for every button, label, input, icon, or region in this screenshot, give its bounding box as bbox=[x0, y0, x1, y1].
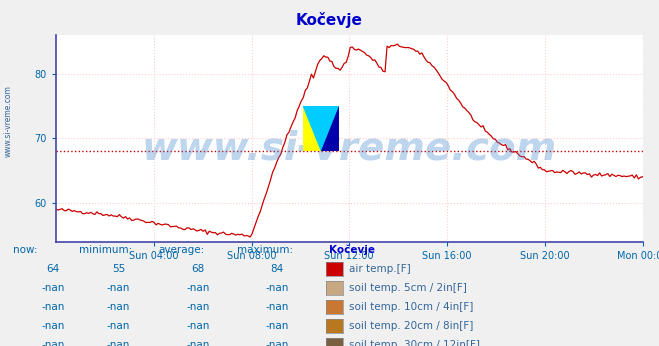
Text: soil temp. 30cm / 12in[F]: soil temp. 30cm / 12in[F] bbox=[349, 340, 480, 346]
Text: -nan: -nan bbox=[186, 340, 210, 346]
Text: -nan: -nan bbox=[107, 340, 130, 346]
Text: -nan: -nan bbox=[41, 302, 65, 312]
Text: -nan: -nan bbox=[265, 340, 289, 346]
Text: -nan: -nan bbox=[186, 302, 210, 312]
Text: -nan: -nan bbox=[186, 321, 210, 331]
Text: -nan: -nan bbox=[265, 302, 289, 312]
Text: 64: 64 bbox=[46, 264, 59, 274]
Text: -nan: -nan bbox=[107, 302, 130, 312]
Text: -nan: -nan bbox=[107, 321, 130, 331]
Text: soil temp. 20cm / 8in[F]: soil temp. 20cm / 8in[F] bbox=[349, 321, 474, 331]
Text: now:: now: bbox=[13, 245, 38, 255]
Text: Kočevje: Kočevje bbox=[296, 12, 363, 28]
Text: minimum:: minimum: bbox=[79, 245, 132, 255]
Text: -nan: -nan bbox=[265, 283, 289, 293]
Text: soil temp. 10cm / 4in[F]: soil temp. 10cm / 4in[F] bbox=[349, 302, 474, 312]
Polygon shape bbox=[303, 106, 322, 151]
Text: -nan: -nan bbox=[265, 321, 289, 331]
Text: -nan: -nan bbox=[107, 283, 130, 293]
Text: www.si-vreme.com: www.si-vreme.com bbox=[142, 130, 557, 168]
Text: air temp.[F]: air temp.[F] bbox=[349, 264, 411, 274]
Text: -nan: -nan bbox=[41, 340, 65, 346]
Polygon shape bbox=[322, 106, 339, 151]
Text: -nan: -nan bbox=[41, 321, 65, 331]
Polygon shape bbox=[303, 106, 339, 151]
Text: www.si-vreme.com: www.si-vreme.com bbox=[3, 85, 13, 157]
Text: 55: 55 bbox=[112, 264, 125, 274]
Text: average:: average: bbox=[158, 245, 204, 255]
Text: Kočevje: Kočevje bbox=[330, 244, 376, 255]
Text: -nan: -nan bbox=[186, 283, 210, 293]
Text: maximum:: maximum: bbox=[237, 245, 293, 255]
Text: -nan: -nan bbox=[41, 283, 65, 293]
Text: soil temp. 5cm / 2in[F]: soil temp. 5cm / 2in[F] bbox=[349, 283, 467, 293]
Text: 68: 68 bbox=[191, 264, 204, 274]
Text: 84: 84 bbox=[270, 264, 283, 274]
